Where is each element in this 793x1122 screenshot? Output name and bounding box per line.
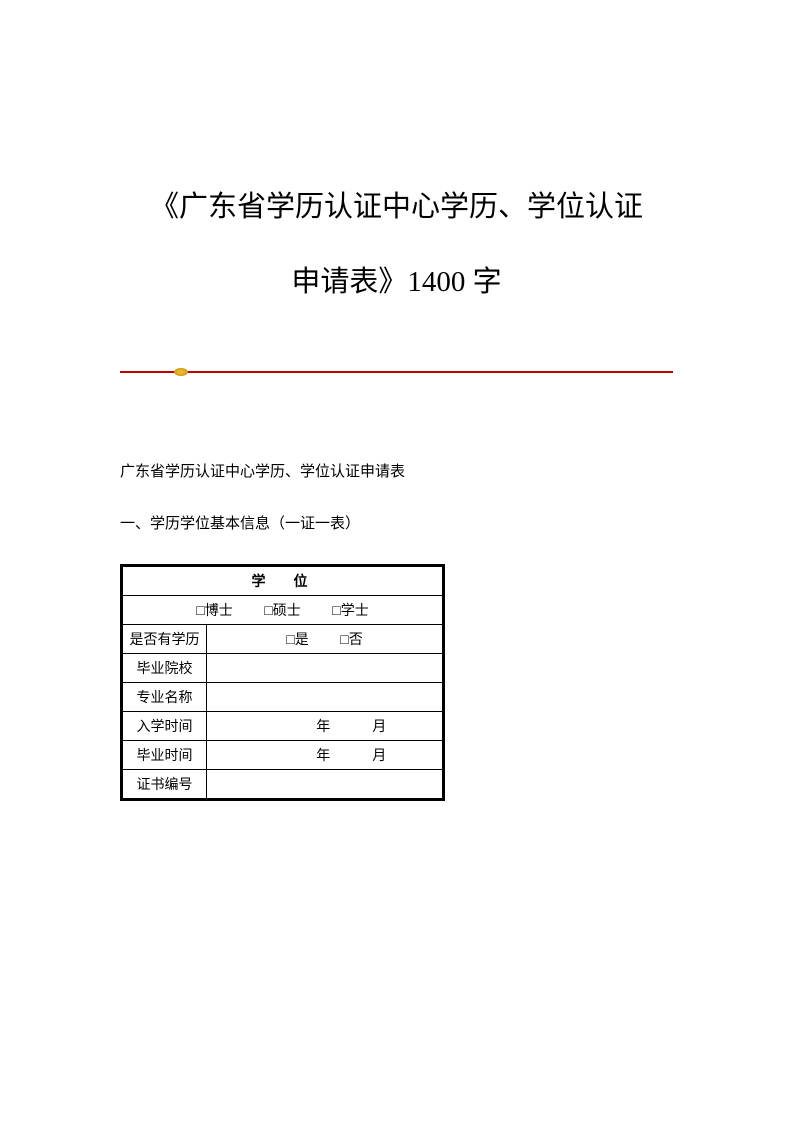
divider-ornament-icon: [174, 368, 188, 376]
divider: [120, 371, 673, 375]
school-label: 毕业院校: [122, 653, 207, 682]
table-header: 学位: [122, 565, 444, 595]
title-line-1: 《广东省学历认证中心学历、学位认证: [120, 170, 673, 245]
major-label: 专业名称: [122, 682, 207, 711]
degree-form-table: 学位 □博士 □硕士 □学士 是否有学历 □是 □否 毕业院校 专业名称 入学时…: [120, 564, 445, 801]
divider-line: [120, 371, 673, 373]
table-row: 毕业院校: [122, 653, 444, 682]
cert-number-value[interactable]: [207, 769, 444, 799]
checkbox-no[interactable]: □否: [340, 629, 362, 649]
cert-number-label: 证书编号: [122, 769, 207, 799]
title-line-2: 申请表》1400 字: [120, 245, 673, 320]
checkbox-bachelor[interactable]: □学士: [332, 600, 368, 620]
school-value[interactable]: [207, 653, 444, 682]
has-edu-value: □是 □否: [207, 624, 444, 653]
year-label: 年: [316, 749, 330, 764]
enroll-date-label: 入学时间: [122, 711, 207, 740]
checkbox-doctor[interactable]: □博士: [196, 600, 232, 620]
table-row: 专业名称: [122, 682, 444, 711]
degree-options-row: □博士 □硕士 □学士: [122, 595, 444, 624]
section-heading: 一、学历学位基本信息（一证一表）: [120, 512, 673, 536]
table-row: □博士 □硕士 □学士: [122, 595, 444, 624]
document-title: 《广东省学历认证中心学历、学位认证 申请表》1400 字: [120, 170, 673, 321]
major-value[interactable]: [207, 682, 444, 711]
grad-date-label: 毕业时间: [122, 740, 207, 769]
checkbox-yes[interactable]: □是: [286, 629, 308, 649]
document-page: 《广东省学历认证中心学历、学位认证 申请表》1400 字 广东省学历认证中心学历…: [0, 0, 793, 801]
table-row: 是否有学历 □是 □否: [122, 624, 444, 653]
month-label: 月: [372, 749, 386, 764]
checkbox-master[interactable]: □硕士: [264, 600, 300, 620]
body-subtitle: 广东省学历认证中心学历、学位认证申请表: [120, 460, 673, 484]
table-row: 证书编号: [122, 769, 444, 799]
table-row: 入学时间 年 月: [122, 711, 444, 740]
grad-date-value[interactable]: 年 月: [207, 740, 444, 769]
month-label: 月: [372, 720, 386, 735]
has-edu-label: 是否有学历: [122, 624, 207, 653]
table-row: 学位: [122, 565, 444, 595]
enroll-date-value[interactable]: 年 月: [207, 711, 444, 740]
year-label: 年: [316, 720, 330, 735]
table-row: 毕业时间 年 月: [122, 740, 444, 769]
